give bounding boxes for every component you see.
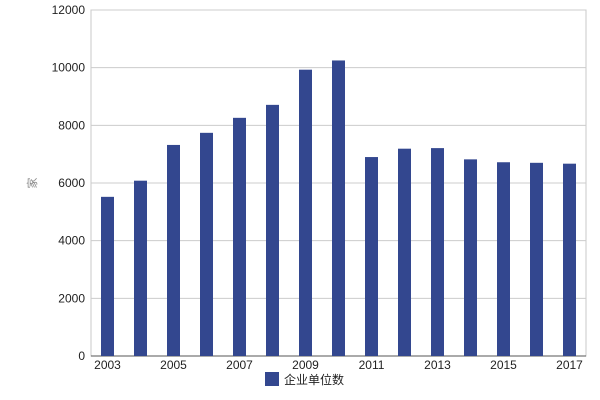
x-tick-label: 2013 — [424, 358, 451, 372]
bar-2007 — [233, 117, 246, 356]
x-tick-label: 2007 — [226, 358, 253, 372]
legend-swatch — [265, 372, 279, 386]
bar-2017 — [563, 163, 576, 356]
bar-2013 — [431, 148, 444, 356]
x-tick-label: 2011 — [359, 358, 385, 372]
bar-2014 — [464, 159, 477, 356]
bars — [101, 60, 576, 356]
bar-2006 — [200, 132, 213, 356]
x-tick-label: 2005 — [160, 358, 187, 372]
bar-2015 — [497, 162, 510, 356]
bar-2003 — [101, 196, 114, 356]
x-tick-label: 2015 — [490, 358, 517, 372]
y-tick-label: 0 — [78, 349, 85, 363]
x-axis-ticks: 2003 2005 2007 2009 2011 2013 2015 2017 — [94, 358, 583, 372]
x-tick-label: 2009 — [292, 358, 319, 372]
x-tick-label: 2003 — [94, 358, 121, 372]
y-axis-label: 家 — [25, 178, 39, 189]
y-tick-label: 12000 — [52, 3, 86, 17]
y-tick-label: 8000 — [58, 118, 85, 132]
y-tick-label: 2000 — [58, 291, 85, 305]
y-tick-label: 10000 — [52, 61, 86, 75]
bar-2010 — [332, 60, 345, 356]
bar-2004 — [134, 180, 147, 356]
legend: 企业单位数 — [265, 372, 344, 387]
legend-label: 企业单位数 — [284, 372, 344, 387]
bar-2011 — [365, 157, 378, 356]
y-tick-label: 4000 — [58, 234, 85, 248]
bar-2012 — [398, 148, 411, 356]
bar-2009 — [299, 69, 312, 356]
bar-2016 — [530, 162, 543, 356]
y-tick-label: 6000 — [58, 176, 85, 190]
bar-2008 — [266, 104, 279, 356]
y-axis-ticks: 0 2000 4000 6000 8000 10000 12000 — [52, 3, 86, 363]
bar-2005 — [167, 144, 180, 356]
x-tick-label: 2017 — [556, 358, 583, 372]
